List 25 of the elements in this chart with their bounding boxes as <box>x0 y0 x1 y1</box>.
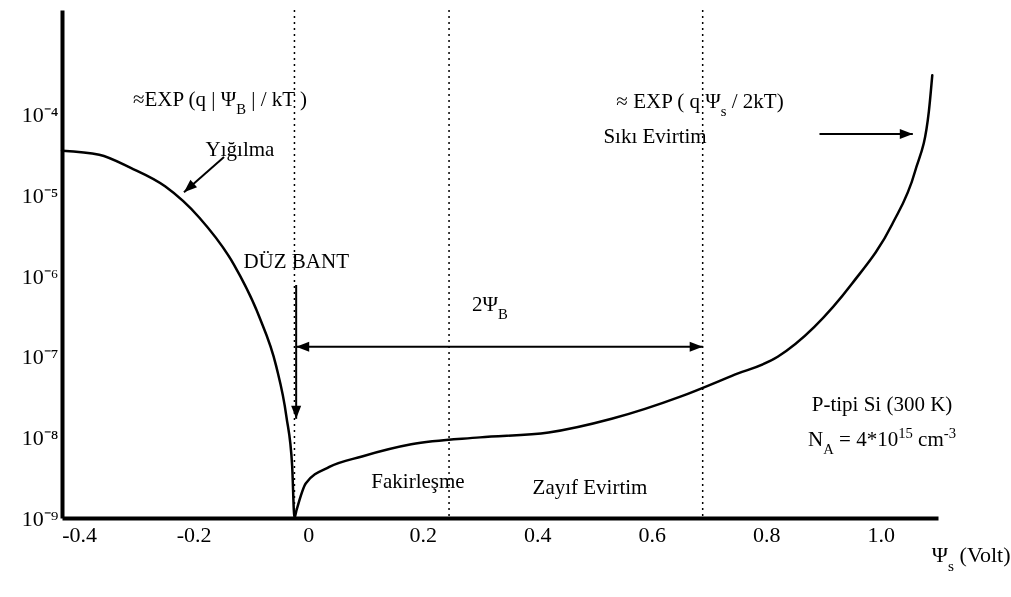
x-tick-label: 0.2 <box>409 521 437 547</box>
y-tick-label: 10⁻⁶ <box>21 263 59 289</box>
x-tick-label: 1.0 <box>867 521 895 547</box>
annotation: Yığılma <box>205 137 276 161</box>
annotation: ≈EXP (q | Ψ$_{B}$ | / kT ) <box>132 87 308 117</box>
annotation: P-tipi Si (300 K) <box>811 392 953 416</box>
y-tick-label: 10⁻⁵ <box>21 183 59 209</box>
y-tick-label: 10⁻⁹ <box>21 505 59 531</box>
annotation: Fakirleşme <box>371 469 465 493</box>
annotation: Zayıf Evirtim <box>532 475 648 499</box>
x-tick-label: 0.6 <box>638 521 666 547</box>
annotation: N$_{A}$ = 4*10$^{15}$ cm$^{-3}$ <box>808 425 956 457</box>
x-tick-label: 0.4 <box>523 521 552 547</box>
x-tick-label: -0.4 <box>62 521 98 547</box>
y-tick-label: 10⁻⁷ <box>21 344 59 370</box>
annotation: DÜZ BANT <box>243 249 350 273</box>
annotation: Sıkı Evirtim <box>603 124 707 148</box>
x-axis-title: Ψ$_{s}$ (Volt) <box>931 541 1011 573</box>
x-tick-label: -0.2 <box>176 521 212 547</box>
y-tick-label: 10⁻⁴ <box>21 102 59 128</box>
x-tick-label: 0.8 <box>752 521 781 547</box>
annotation: ≈ EXP ( q Ψ$_{s}$ / 2kT) <box>616 89 784 119</box>
x-tick-label: 0 <box>303 521 315 547</box>
y-tick-label: 10⁻⁸ <box>21 424 59 450</box>
annotation: 2Ψ$_{B}$ <box>472 292 509 322</box>
